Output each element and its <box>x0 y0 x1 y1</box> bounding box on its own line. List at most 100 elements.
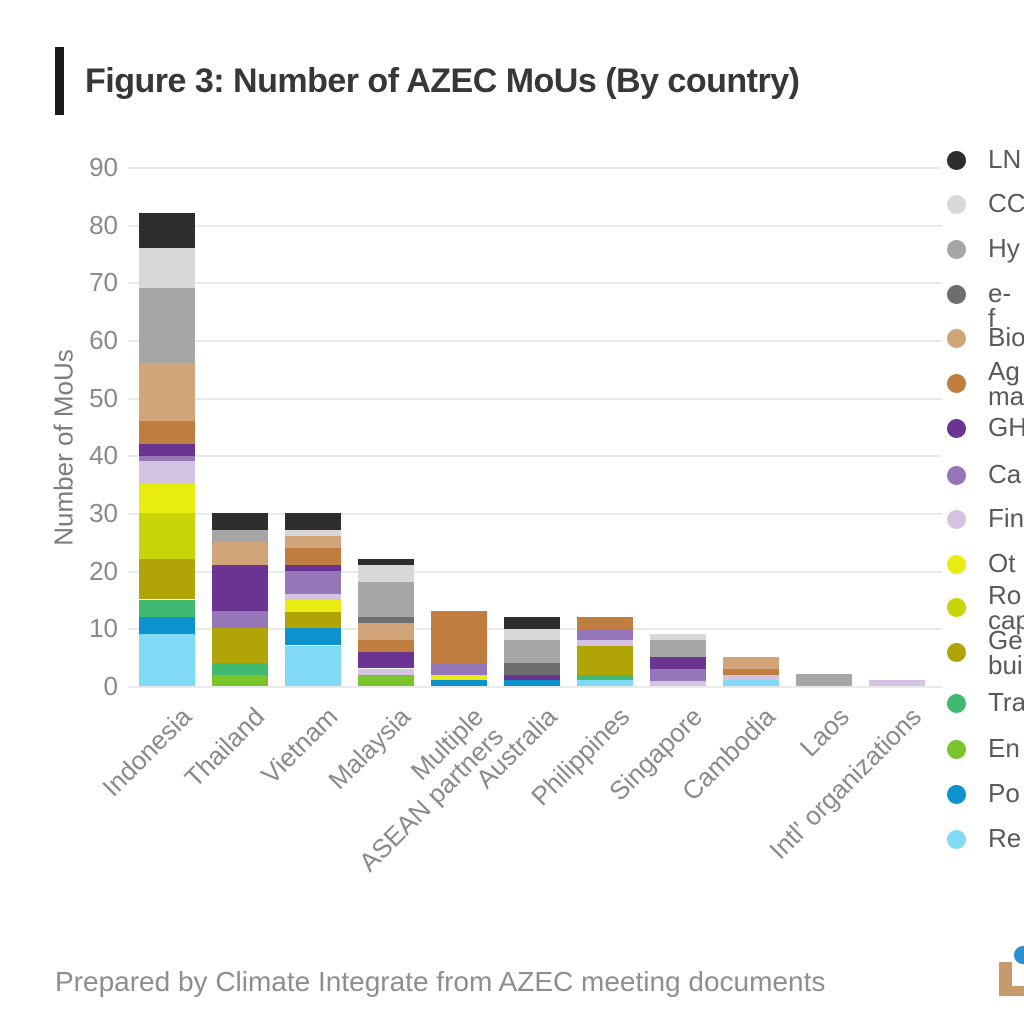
title-accent-bar <box>55 47 64 115</box>
bar-segment-ge-bui-philippines <box>577 646 633 675</box>
source-credit: Prepared by Climate Integrate from AZEC … <box>55 966 826 997</box>
bar-segment-ca-indonesia <box>139 455 195 461</box>
legend-swatch-icon <box>947 598 966 617</box>
legend-swatch-icon <box>947 785 966 804</box>
legend-label: Tra <box>988 687 1024 717</box>
gridline <box>128 513 942 515</box>
gridline <box>128 282 942 284</box>
bar-segment-hy-australia <box>504 640 560 663</box>
legend-swatch-icon <box>947 643 966 662</box>
legend-swatch-icon <box>947 195 966 214</box>
bar-segment-bio-indonesia <box>139 363 195 421</box>
bar-segment-ca-multiple-asean-partners <box>431 663 487 675</box>
bar-segment-ln-vietnam <box>285 513 341 530</box>
bar-segment-ag-ma-philippines <box>577 617 633 629</box>
gridline <box>128 225 942 227</box>
bar-segment-hy-singapore <box>650 640 706 657</box>
bar-segment-ge-bui-vietnam <box>285 611 341 628</box>
bar-segment-fin-malaysia <box>358 669 414 675</box>
legend-swatch-icon <box>947 419 966 438</box>
y-tick-label: 40 <box>89 440 118 470</box>
bar-segment-fin-philippines <box>577 640 633 646</box>
x-tick-label: Thailand <box>178 701 271 794</box>
legend-label: Ge bui <box>988 625 1023 680</box>
y-tick-label: 70 <box>89 267 118 297</box>
bar-segment-ln-australia <box>504 617 560 629</box>
figure-title: Figure 3: Number of AZEC MoUs (By countr… <box>85 61 800 100</box>
bar-segment-e-f-australia <box>504 663 560 675</box>
bar-segment-re-vietnam <box>285 646 341 686</box>
bar-segment-ge-bui-thailand <box>212 628 268 663</box>
bar-segment-re-indonesia <box>139 634 195 686</box>
bar-segment-gh-indonesia <box>139 444 195 456</box>
legend-swatch-icon <box>947 151 966 170</box>
bar-segment-ln-thailand <box>212 513 268 530</box>
bar-segment-tra-philippines <box>577 674 633 680</box>
x-tick-label: Indonesia <box>96 701 198 803</box>
gridline <box>128 167 942 169</box>
x-tick-label: Laos <box>793 701 855 763</box>
bar-segment-ot-multiple-asean-partners <box>431 674 487 680</box>
bar-segment-cc-indonesia <box>139 248 195 288</box>
bar-segment-cc-australia <box>504 628 560 640</box>
y-tick-label: 20 <box>89 556 118 586</box>
bar-segment-fin-intl-organizations <box>869 680 925 686</box>
bar-segment-gh-thailand <box>212 565 268 611</box>
legend-swatch-icon <box>947 830 966 849</box>
bar-segment-e-f-malaysia <box>358 617 414 623</box>
bar-segment-bio-cambodia <box>723 657 779 669</box>
bar-segment-gh-singapore <box>650 657 706 669</box>
x-tick-label: Multiple ASEAN partners <box>353 701 510 878</box>
legend-swatch-icon <box>947 510 966 529</box>
legend-label: En <box>988 733 1020 763</box>
y-tick-label: 50 <box>89 383 118 413</box>
bar-segment-fin-indonesia <box>139 461 195 484</box>
legend-label: CC <box>988 188 1024 218</box>
bar-segment-hy-thailand <box>212 530 268 542</box>
bar-segment-tra-thailand <box>212 663 268 675</box>
gridline <box>128 398 942 400</box>
bar-segment-po-australia <box>504 680 560 686</box>
bar-segment-gh-vietnam <box>285 565 341 571</box>
bar-segment-fin-cambodia <box>723 674 779 680</box>
legend-label: Hy <box>988 233 1020 263</box>
y-tick-label: 80 <box>89 210 118 240</box>
bar-segment-ro-cap-indonesia <box>139 513 195 559</box>
gridline <box>128 686 942 688</box>
bar-segment-re-cambodia <box>723 680 779 686</box>
bar-segment-bio-malaysia <box>358 623 414 640</box>
legend-label: Fin <box>988 503 1024 533</box>
legend-label: Ag ma <box>988 356 1024 411</box>
bar-segment-cc-vietnam <box>285 530 341 536</box>
legend-label: Ot <box>988 548 1016 578</box>
legend-swatch-icon <box>947 374 966 393</box>
bar-segment-ln-indonesia <box>139 213 195 248</box>
legend-label: Ca <box>988 459 1022 489</box>
bar-segment-ot-vietnam <box>285 600 341 612</box>
bar-segment-ag-ma-indonesia <box>139 421 195 444</box>
legend-label: LN <box>988 144 1022 174</box>
legend-swatch-icon <box>947 285 966 304</box>
gridline <box>128 455 942 457</box>
bar-segment-en-malaysia <box>358 674 414 686</box>
legend-swatch-icon <box>947 329 966 348</box>
bar-segment-ca-vietnam <box>285 571 341 594</box>
bar-segment-gh-malaysia <box>358 651 414 668</box>
legend-swatch-icon <box>947 466 966 485</box>
legend-swatch-icon <box>947 240 966 259</box>
y-tick-label: 10 <box>89 613 118 643</box>
y-tick-label: 90 <box>89 152 118 182</box>
legend-swatch-icon <box>947 555 966 574</box>
logo-dot-icon <box>1014 946 1024 964</box>
bar-segment-bio-thailand <box>212 542 268 565</box>
bar-segment-ge-bui-indonesia <box>139 559 195 599</box>
bar-segment-hy-laos <box>796 674 852 686</box>
bar-segment-hy-indonesia <box>139 288 195 363</box>
legend-label: Ro cap <box>988 580 1024 635</box>
y-tick-label: 0 <box>103 671 118 701</box>
bar-segment-hy-malaysia <box>358 582 414 617</box>
legend-label: GH <box>988 412 1024 442</box>
bar-segment-ag-ma-multiple-asean-partners <box>431 611 487 663</box>
bar-segment-ca-philippines <box>577 628 633 640</box>
